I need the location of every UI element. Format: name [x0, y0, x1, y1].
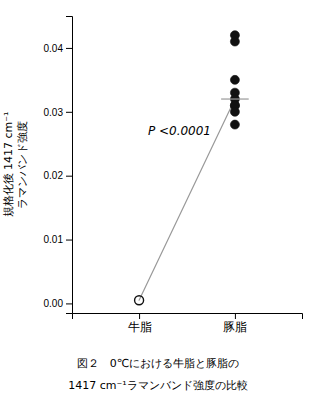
y-tick-label: 0.02 [44, 170, 64, 181]
x-tick-mark [139, 313, 140, 319]
x-axis-line [73, 314, 303, 320]
y-tick-label: 0.04 [44, 43, 64, 54]
y-tick-mark [66, 240, 72, 241]
x-tick-mark [235, 313, 236, 319]
y-axis-line [66, 17, 73, 314]
x-tick: 牛脂 [128, 313, 152, 334]
y-tick-label: 0.00 [44, 298, 64, 309]
y-tick: 0.00 [44, 298, 72, 309]
point [230, 75, 239, 84]
y-tick-label: 0.01 [44, 234, 64, 245]
mean-line [139, 99, 235, 300]
y-tick: 0.03 [44, 107, 72, 118]
chart: 0.00 0.01 0.02 0.03 0.04 牛脂 豚脂 P <0.0001 規格化後 14… [0, 0, 316, 413]
y-tick-label: 0.03 [44, 107, 64, 118]
x-axis: 牛脂 豚脂 [73, 313, 303, 334]
y-axis-title: 規格化後 1417 cm⁻¹ラマンバンド強度 [2, 112, 29, 218]
caption: 1417 cm⁻¹ラマンバンド強度の比較 [68, 379, 247, 392]
x-tick: 豚脂 [223, 313, 247, 334]
point [230, 120, 239, 129]
point [230, 107, 239, 116]
x-tick-label: 牛脂 [128, 320, 152, 334]
y-tick-mark [66, 112, 72, 113]
x-tick-label: 豚脂 [223, 320, 247, 334]
y-axis: 0.00 0.01 0.02 0.03 0.04 [44, 17, 73, 314]
y-tick-mark [66, 176, 72, 177]
annotation: P <0.0001 [148, 124, 211, 138]
mean-bar [221, 98, 249, 99]
y-tick-mark [66, 48, 72, 49]
y-tick: 0.04 [44, 43, 72, 54]
plot: 0.00 0.01 0.02 0.03 0.04 牛脂 豚脂 P <0.0001 規格化後 14… [2, 17, 303, 334]
marks [135, 31, 249, 305]
y-tick: 0.02 [44, 170, 72, 181]
point [135, 296, 144, 305]
y-axis-title-line: 規格化後 1417 cm⁻¹ [2, 112, 15, 218]
y-tick: 0.01 [44, 234, 72, 245]
caption: 図２ 0℃における牛脂と豚脂の [77, 357, 239, 370]
y-axis-title-line: ラマンバンド強度 [16, 121, 29, 209]
point [230, 37, 239, 46]
y-tick-mark [66, 303, 72, 304]
